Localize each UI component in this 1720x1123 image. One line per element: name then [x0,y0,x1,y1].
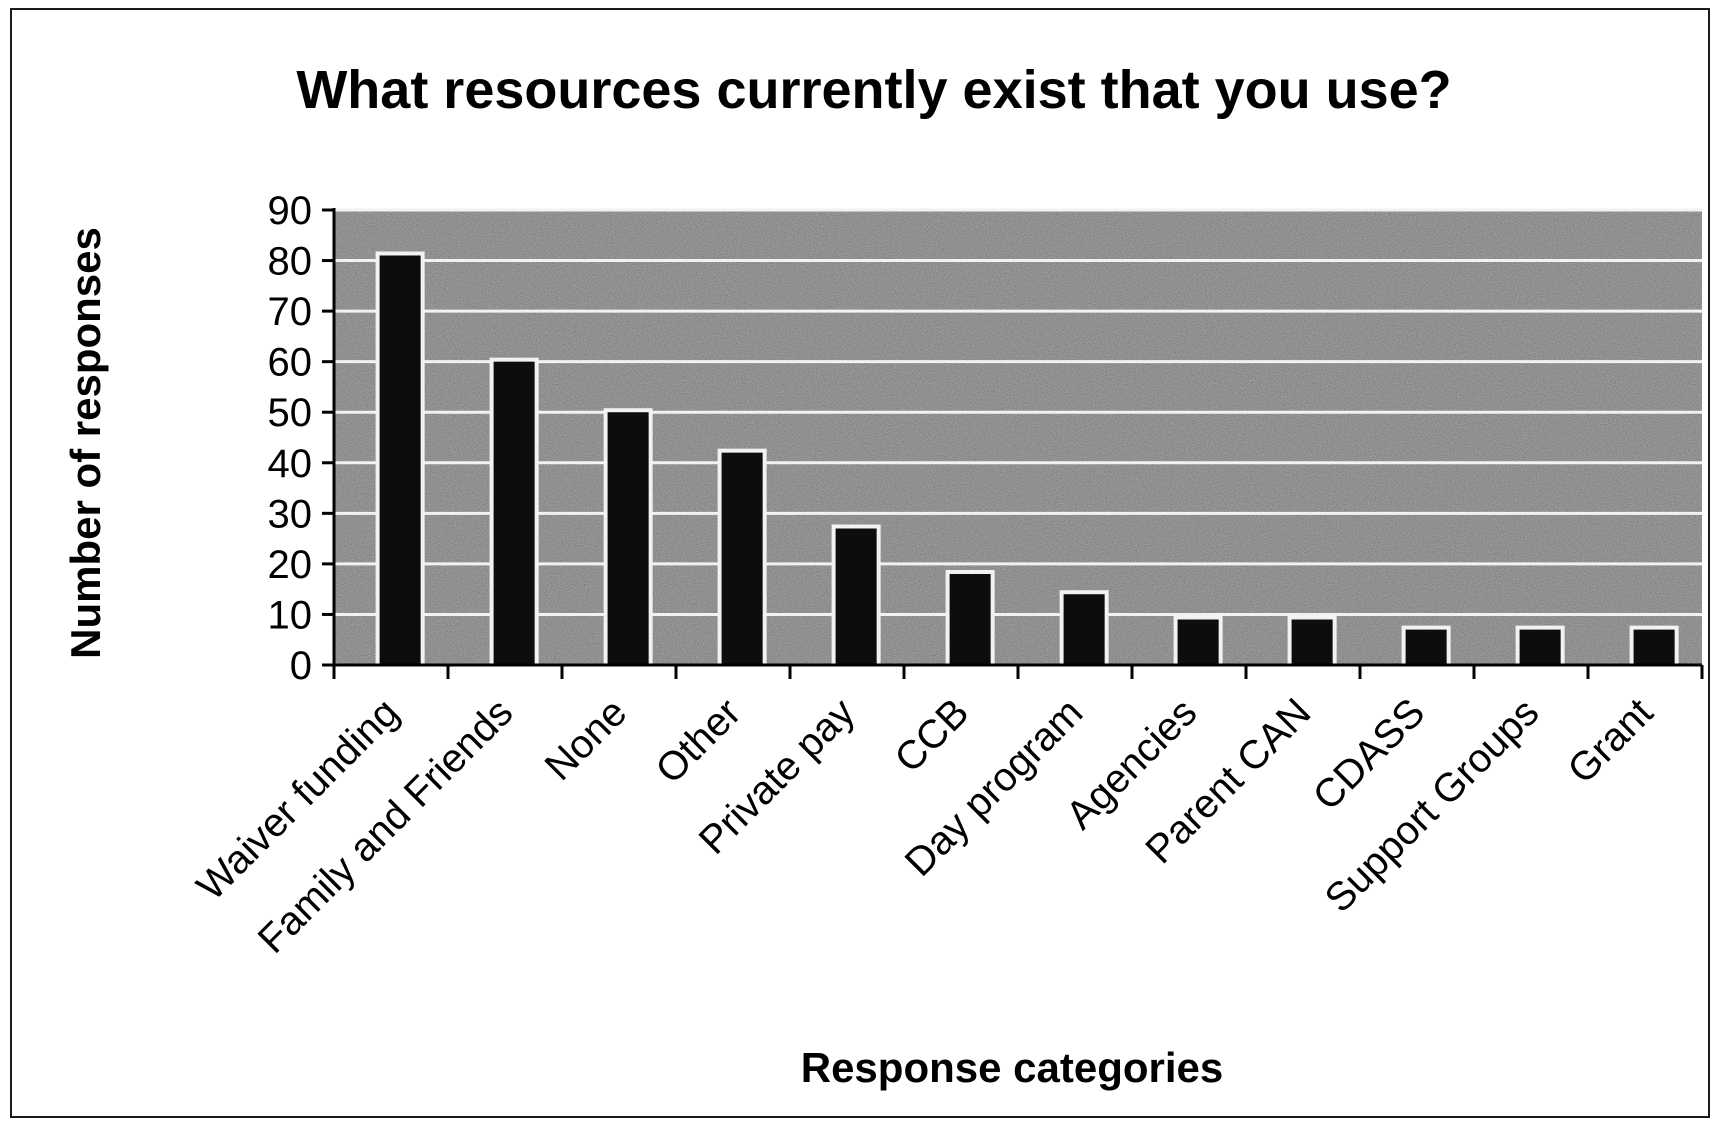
y-tick-label: 70 [268,290,313,334]
y-tick-label: 0 [290,644,312,688]
y-tick-label: 90 [268,189,313,233]
y-tick-label: 20 [268,543,313,587]
x-axis-label: Response categories [801,1044,1224,1091]
bar [1291,619,1333,665]
bar [1519,629,1561,665]
bars [375,251,1679,665]
y-tick-labels: 0 10 20 30 40 50 60 70 80 90 [268,189,313,688]
axes [322,208,1704,679]
bar [1405,629,1447,665]
x-tick-label: None [537,690,636,789]
x-tick-label: Grant [1560,690,1662,792]
x-tick-label: Support Groups [1317,690,1548,921]
bar [1063,594,1105,665]
chart-title: What resources currently exist that you … [296,60,1451,120]
bar [949,574,991,665]
y-tick-label: 80 [268,240,313,284]
gridlines [334,208,1702,616]
bar [1177,619,1219,665]
x-tick-label: CCB [887,690,978,781]
plot-texture [334,210,1702,665]
plot-area [334,210,1702,665]
y-axis-label: Number of responses [62,227,109,659]
y-tick-label: 60 [268,341,313,385]
bar [379,255,421,665]
y-tick-label: 30 [268,492,313,536]
bar-chart: What resources currently exist that you … [62,60,1704,1091]
bar [1633,629,1675,665]
bar [835,528,877,665]
bar [721,452,763,665]
y-tick-label: 10 [268,593,313,637]
bar [493,361,535,665]
chart-frame: What resources currently exist that you … [10,8,1710,1118]
x-tick-label: Other [648,690,750,792]
bar [607,412,649,665]
y-tick-label: 50 [268,391,313,435]
y-tick-label: 40 [268,442,313,486]
x-tick-label: Waiver funding [189,690,408,909]
